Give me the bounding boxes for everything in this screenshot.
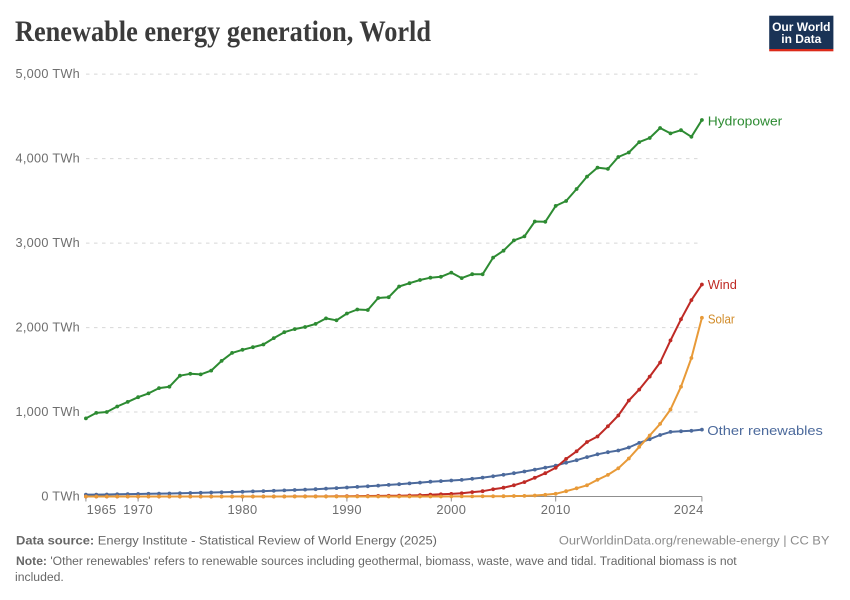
- svg-text:Our World: Our World: [772, 20, 830, 34]
- svg-text:Note: 'Other renewables' refer: Note: 'Other renewables' refers to renew…: [16, 554, 737, 568]
- svg-text:OurWorldinData.org/renewable-e: OurWorldinData.org/renewable-energy | CC…: [559, 533, 830, 547]
- svg-text:Other renewables: Other renewables: [707, 423, 823, 438]
- svg-text:0 TWh: 0 TWh: [41, 489, 80, 503]
- svg-text:Renewable energy generation, W: Renewable energy generation, World: [15, 15, 431, 48]
- svg-text:Data source: Energy Institute: Data source: Energy Institute - Statisti…: [16, 533, 437, 547]
- svg-text:2000: 2000: [436, 502, 466, 517]
- svg-text:Solar: Solar: [708, 312, 735, 327]
- svg-text:3,000 TWh: 3,000 TWh: [15, 236, 80, 250]
- svg-text:1965: 1965: [87, 502, 117, 517]
- svg-text:1970: 1970: [123, 502, 153, 517]
- svg-text:2,000 TWh: 2,000 TWh: [15, 320, 80, 334]
- svg-text:1990: 1990: [332, 502, 362, 517]
- svg-text:Hydropower: Hydropower: [708, 114, 783, 129]
- svg-text:5,000 TWh: 5,000 TWh: [15, 67, 80, 81]
- svg-text:included.: included.: [15, 570, 64, 584]
- svg-text:1,000 TWh: 1,000 TWh: [15, 405, 80, 419]
- svg-text:1980: 1980: [228, 502, 258, 517]
- svg-text:4,000 TWh: 4,000 TWh: [15, 151, 80, 165]
- svg-text:2010: 2010: [541, 502, 571, 517]
- svg-text:Wind: Wind: [708, 277, 737, 292]
- svg-text:2024: 2024: [674, 502, 704, 517]
- svg-text:in Data: in Data: [781, 32, 821, 46]
